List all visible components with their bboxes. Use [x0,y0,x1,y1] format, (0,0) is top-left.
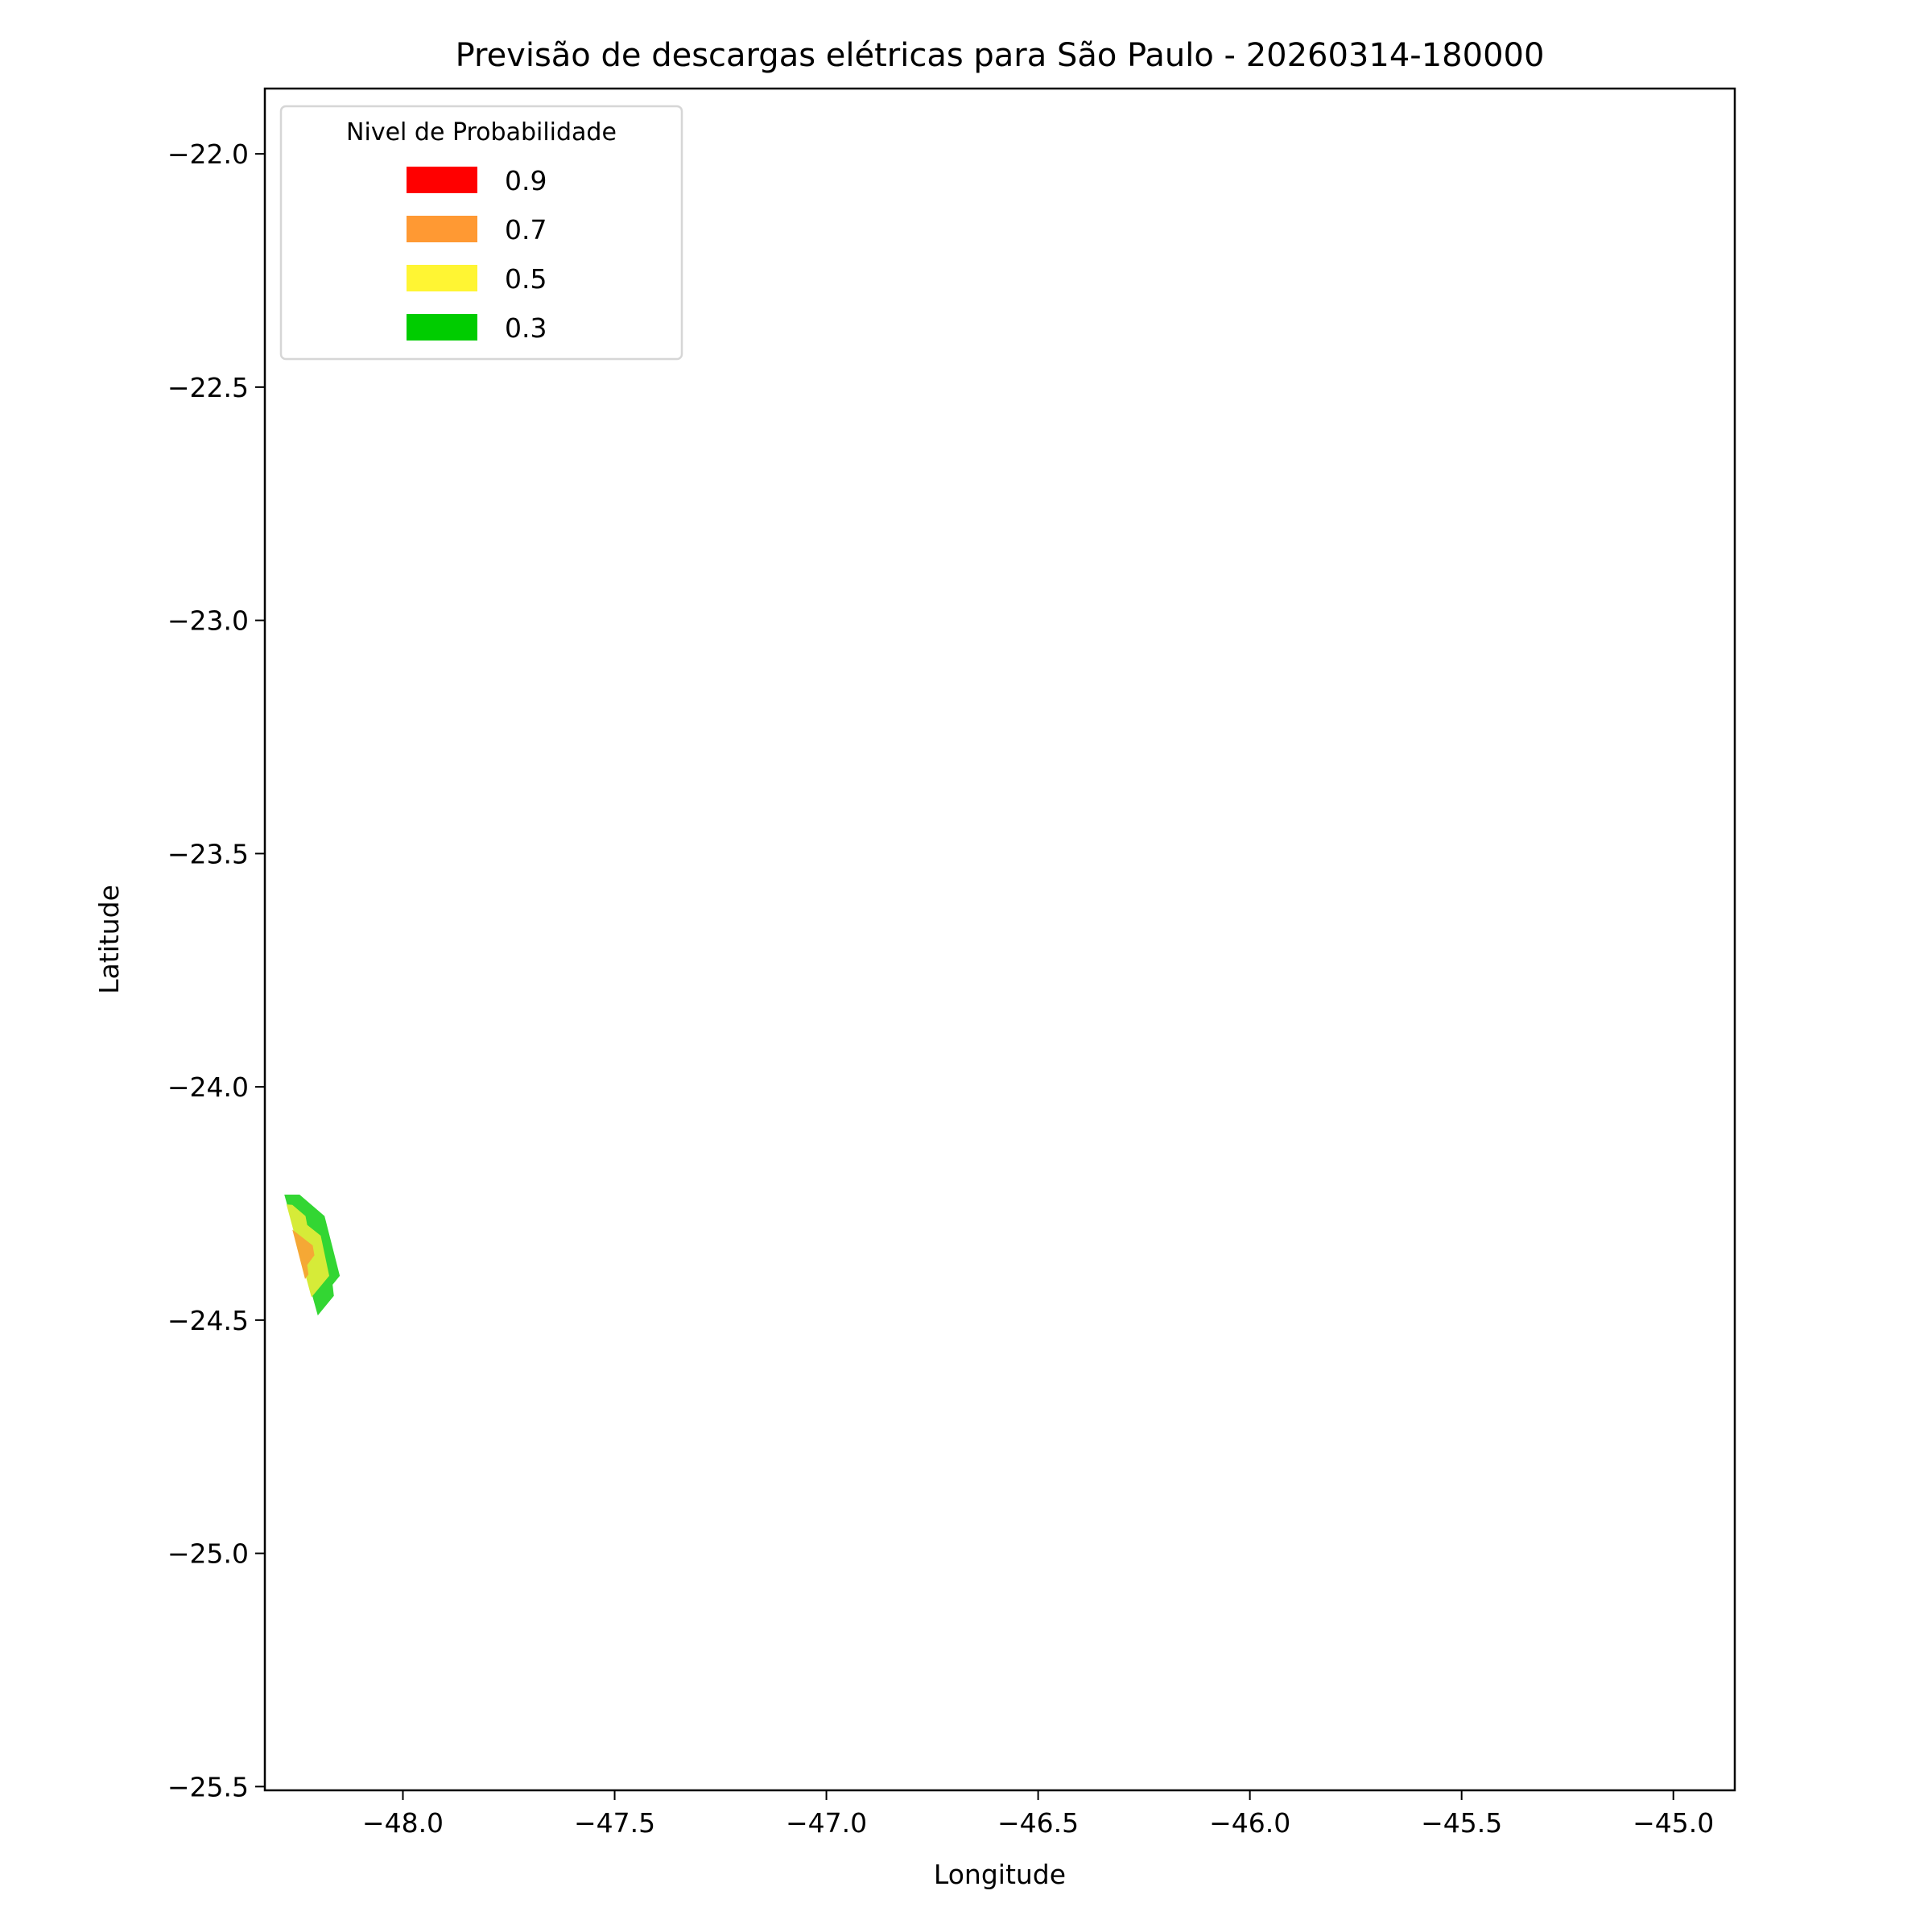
y-tick-label: −22.0 [167,138,249,170]
legend: Nivel de Probabilidade 0.9 0.7 0.5 0.3 [279,105,683,361]
y-tick-label: −25.0 [167,1538,249,1570]
legend-swatch [407,216,477,242]
y-tick-label: −23.5 [167,838,249,869]
plot-area [284,1194,341,1316]
y-tick-label: −25.5 [167,1771,249,1802]
legend-label: 0.5 [505,263,547,295]
chart-title: Previsão de descargas elétricas para São… [456,37,1545,74]
legend-label: 0.3 [505,312,547,344]
y-axis-label: Latitude [93,885,125,994]
x-axis-label: Longitude [934,1859,1066,1890]
y-tick-label: −23.0 [167,605,249,637]
x-tick-label: −46.5 [997,1807,1079,1839]
x-tick-label: −45.5 [1421,1807,1502,1839]
x-axis: −48.0 −47.5 −47.0 −46.5 −46.0 −45.5 −45.0 [362,1790,1714,1839]
legend-box [279,105,683,361]
legend-title: Nivel de Probabilidade [346,118,617,147]
legend-label: 0.9 [505,165,547,196]
axes-frame [263,87,1736,1792]
x-tick-label: −45.0 [1633,1807,1714,1839]
x-tick-label: −48.0 [362,1807,444,1839]
contour-level-0-7 [292,1229,315,1279]
legend-swatch [407,265,477,291]
x-tick-label: −47.0 [786,1807,867,1839]
legend-label: 0.7 [505,214,547,246]
legend-swatch [407,167,477,193]
legend-swatch [407,314,477,341]
x-tick-label: −47.5 [574,1807,655,1839]
y-tick-label: −24.5 [167,1305,249,1336]
x-tick-label: −46.0 [1209,1807,1290,1839]
y-axis: −22.0 −22.5 −23.0 −23.5 −24.0 −24.5 −25.0 −25.5 [167,138,265,1802]
y-tick-label: −22.5 [167,372,249,403]
y-tick-label: −24.0 [167,1071,249,1103]
